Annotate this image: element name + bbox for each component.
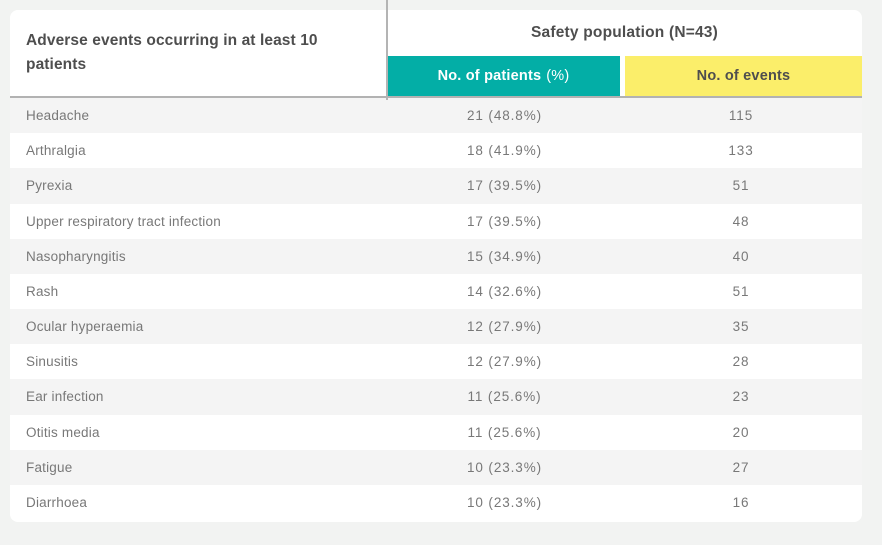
subheader-gap bbox=[620, 55, 625, 96]
event-name-cell: Headache bbox=[26, 108, 90, 124]
patients-count-cell: 15 (34.9%) bbox=[466, 248, 543, 264]
table-row: Ocular hyperaemia 12 (27.9%) 35 bbox=[10, 309, 862, 345]
patients-count-cell: 12 (27.9%) bbox=[466, 354, 543, 370]
patients-count-cell: 17 (39.5%) bbox=[466, 178, 543, 194]
table-row: Diarrhoea 10 (23.3%) 16 bbox=[10, 484, 862, 521]
adverse-events-table-card: Adverse events occurring in at least 10 … bbox=[10, 10, 862, 522]
table-row: Pyrexia 17 (39.5%) 51 bbox=[10, 168, 862, 204]
column-subheaders: No. of patients (%) No. of events bbox=[387, 55, 862, 96]
header-vertical-divider bbox=[386, 0, 388, 100]
patients-count-cell: 14 (32.6%) bbox=[466, 283, 543, 299]
table-row: Rash 14 (32.6%) 51 bbox=[10, 273, 862, 310]
events-count-cell: 28 bbox=[732, 354, 750, 370]
event-name-cell: Nasopharyngitis bbox=[26, 248, 126, 264]
event-name-cell: Upper respiratory tract infection bbox=[26, 213, 221, 229]
no-of-patients-label: No. of patients bbox=[437, 67, 542, 84]
row-label-header-cell: Adverse events occurring in at least 10 … bbox=[10, 10, 387, 96]
event-name-cell: Rash bbox=[26, 283, 59, 299]
table-row: Arthralgia 18 (41.9%) 133 bbox=[10, 133, 862, 169]
table-row: Ear infection 11 (25.6%) 23 bbox=[10, 379, 862, 415]
table-body: Headache 21 (48.8%) 115 Arthralgia 18 (4… bbox=[10, 98, 862, 521]
table-title: Adverse events occurring in at least 10 … bbox=[26, 31, 318, 73]
events-count-cell: 51 bbox=[732, 178, 750, 194]
percent-suffix-label: (%) bbox=[546, 67, 570, 84]
table-header: Adverse events occurring in at least 10 … bbox=[10, 10, 862, 98]
column-header-no-of-events: No. of events bbox=[625, 55, 862, 96]
column-header-no-of-patients: No. of patients (%) bbox=[387, 55, 620, 96]
events-count-cell: 115 bbox=[728, 108, 754, 124]
events-count-cell: 40 bbox=[732, 248, 750, 264]
patients-count-cell: 17 (39.5%) bbox=[466, 213, 543, 229]
event-name-cell: Pyrexia bbox=[26, 178, 73, 194]
event-name-cell: Arthralgia bbox=[26, 143, 86, 159]
events-count-cell: 16 bbox=[732, 494, 750, 510]
patients-count-cell: 10 (23.3%) bbox=[466, 459, 543, 475]
table-row: Fatigue 10 (23.3%) 27 bbox=[10, 449, 862, 485]
patients-count-cell: 18 (41.9%) bbox=[466, 143, 543, 159]
event-name-cell: Fatigue bbox=[26, 459, 73, 475]
patients-count-cell: 11 (25.6%) bbox=[467, 389, 542, 405]
event-name-cell: Sinusitis bbox=[26, 354, 79, 370]
patients-count-cell: 10 (23.3%) bbox=[466, 494, 543, 510]
table-row: Nasopharyngitis 15 (34.9%) 40 bbox=[10, 238, 862, 274]
events-count-cell: 35 bbox=[732, 319, 750, 335]
events-count-cell: 20 bbox=[732, 424, 750, 440]
events-count-cell: 23 bbox=[732, 389, 750, 405]
event-name-cell: Otitis media bbox=[26, 424, 100, 440]
patients-count-cell: 11 (25.6%) bbox=[467, 424, 542, 440]
table-row: Sinusitis 12 (27.9%) 28 bbox=[10, 344, 862, 380]
event-name-cell: Ocular hyperaemia bbox=[26, 319, 144, 335]
table-row: Upper respiratory tract infection 17 (39… bbox=[10, 203, 862, 239]
events-count-cell: 27 bbox=[732, 459, 750, 475]
event-name-cell: Ear infection bbox=[26, 389, 104, 405]
events-count-cell: 133 bbox=[728, 143, 754, 159]
events-count-cell: 51 bbox=[732, 283, 750, 299]
patients-count-cell: 12 (27.9%) bbox=[466, 319, 543, 335]
patients-count-cell: 21 (48.8%) bbox=[466, 108, 543, 124]
event-name-cell: Diarrhoea bbox=[26, 494, 88, 510]
table-row: Headache 21 (48.8%) 115 bbox=[10, 98, 862, 134]
safety-population-header-group: Safety population (N=43) No. of patients… bbox=[387, 10, 862, 96]
events-count-cell: 48 bbox=[732, 213, 750, 229]
table-row: Otitis media 11 (25.6%) 20 bbox=[10, 414, 862, 450]
group-header-safety-population: Safety population (N=43) bbox=[531, 23, 718, 41]
